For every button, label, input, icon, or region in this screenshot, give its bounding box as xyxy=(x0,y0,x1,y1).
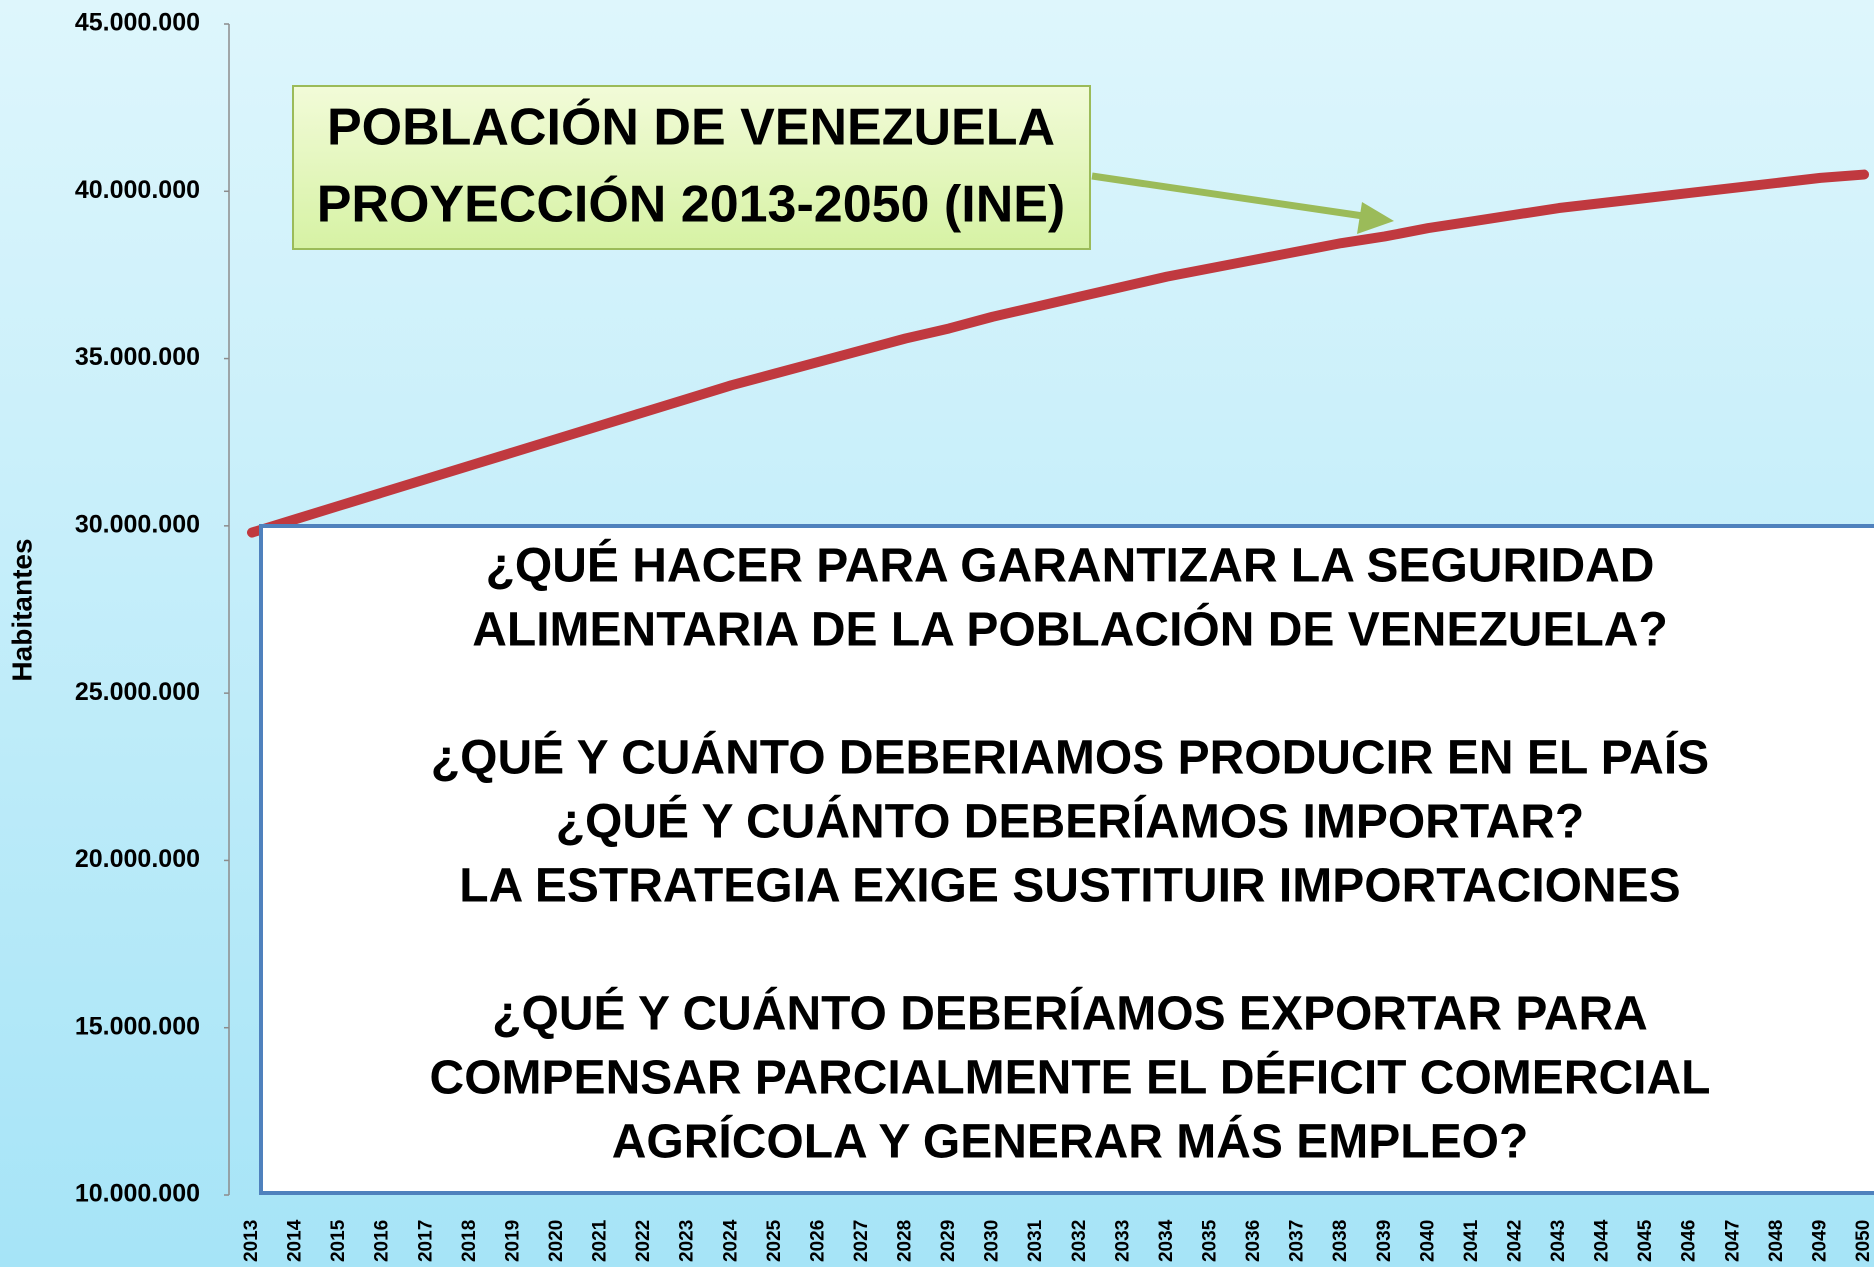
x-tick-label: 2032 xyxy=(1069,1220,1090,1262)
question-line: ¿QUÉ Y CUÁNTO DEBERIAMOS PRODUCIR EN EL … xyxy=(431,731,1709,785)
y-tick-label: 45.000.000 xyxy=(75,9,200,37)
y-tick-label: 15.000.000 xyxy=(75,1012,200,1040)
x-tick-label: 2014 xyxy=(285,1219,306,1262)
plot-area xyxy=(224,23,1869,1196)
line-series xyxy=(247,169,1869,538)
x-tick-label: 2048 xyxy=(1766,1220,1787,1262)
question-line: AGRÍCOLA Y GENERAR MÁS EMPLEO? xyxy=(612,1115,1529,1169)
x-tick-label: 2037 xyxy=(1287,1220,1308,1262)
x-tick-label: 2030 xyxy=(982,1220,1003,1262)
x-tick-label: 2021 xyxy=(590,1219,611,1262)
x-tick-label: 2050 xyxy=(1853,1220,1874,1262)
question-line: ¿QUÉ HACER PARA GARANTIZAR LA SEGURIDAD xyxy=(486,539,1655,593)
question-line: COMPENSAR PARCIALMENTE EL DÉFICIT COMERC… xyxy=(430,1051,1711,1105)
x-tick-label: 2034 xyxy=(1156,1219,1177,1262)
x-tick-label: 2047 xyxy=(1722,1220,1743,1262)
x-tick-label: 2044 xyxy=(1592,1219,1613,1262)
x-tick-label: 2016 xyxy=(372,1220,393,1262)
x-tick-label: 2024 xyxy=(720,1219,741,1262)
x-tick-label: 2046 xyxy=(1679,1220,1700,1262)
x-tick-label: 2038 xyxy=(1330,1220,1351,1262)
x-tick-label: 2013 xyxy=(241,1220,262,1262)
x-tick-label: 2023 xyxy=(677,1220,698,1262)
y-tick-label: 35.000.000 xyxy=(75,343,200,371)
x-tick-label: 2027 xyxy=(851,1220,872,1262)
x-tick-label: 2017 xyxy=(415,1220,436,1262)
question-line: ¿QUÉ Y CUÁNTO DEBERÍAMOS IMPORTAR? xyxy=(556,795,1585,849)
y-tick-label: 25.000.000 xyxy=(75,678,200,706)
question-line: ALIMENTARIA DE LA POBLACIÓN DE VENEZUELA… xyxy=(472,602,1668,657)
x-tick-label: 2049 xyxy=(1809,1220,1830,1262)
question-line: ¿QUÉ Y CUÁNTO DEBERÍAMOS EXPORTAR PARA xyxy=(492,987,1648,1041)
chart-title: PROYECCIÓN 2013-2050 (INE) xyxy=(317,176,1066,234)
chart-title: POBLACIÓN DE VENEZUELA xyxy=(327,99,1055,157)
x-tick-label: 2026 xyxy=(807,1220,828,1262)
x-tick-label: 2025 xyxy=(764,1219,785,1262)
y-tick-label: 30.000.000 xyxy=(75,510,200,538)
x-tick-label: 2029 xyxy=(938,1220,959,1262)
y-tick-label: 40.000.000 xyxy=(75,176,200,204)
arrow-shaft xyxy=(1091,172,1371,221)
x-tick-label: 2039 xyxy=(1374,1220,1395,1262)
x-tick-label: 2043 xyxy=(1548,1220,1569,1262)
x-tick-label: 2031 xyxy=(1025,1219,1046,1262)
x-tick-label: 2042 xyxy=(1504,1220,1525,1262)
x-tick-label: 2040 xyxy=(1417,1220,1438,1262)
title-box xyxy=(292,85,1091,250)
question-line: LA ESTRATEGIA EXIGE SUSTITUIR IMPORTACIO… xyxy=(459,860,1680,913)
x-tick-label: 2015 xyxy=(328,1219,349,1262)
question-box xyxy=(259,524,1874,1195)
x-tick-label: 2045 xyxy=(1635,1219,1656,1262)
x-tick-label: 2033 xyxy=(1112,1220,1133,1262)
x-tick-label: 2018 xyxy=(459,1220,480,1262)
y-axis-label: Habitantes xyxy=(6,538,37,681)
y-tick-label: 20.000.000 xyxy=(75,845,200,873)
x-tick-label: 2020 xyxy=(546,1220,567,1262)
x-tick-label: 2035 xyxy=(1200,1219,1221,1262)
question-text: ¿QUÉ HACER PARA GARANTIZAR LA SEGURIDAD A… xyxy=(430,539,1711,1169)
x-tick-label: 2022 xyxy=(633,1220,654,1262)
arrow-head xyxy=(1357,202,1394,234)
x-tick-label: 2036 xyxy=(1243,1220,1264,1262)
x-tick-label: 2019 xyxy=(502,1220,523,1262)
x-tick-label: 2041 xyxy=(1461,1219,1482,1262)
y-tick-label: 10.000.000 xyxy=(75,1180,200,1208)
x-tick-label: 2028 xyxy=(895,1220,916,1262)
